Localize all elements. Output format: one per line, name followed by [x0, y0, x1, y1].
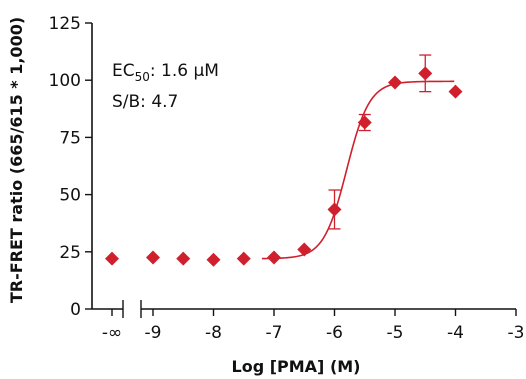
fit-curve-layer [261, 80, 455, 260]
x-tick-label: -5 [387, 323, 404, 343]
ec50-prefix: EC [112, 61, 135, 81]
x-tick-label: -3 [508, 323, 525, 343]
y-tick-label: 125 [49, 14, 81, 34]
data-point [267, 250, 281, 265]
y-tick-label: 50 [59, 186, 81, 206]
x-tick-label: -8 [205, 323, 222, 343]
data-point [146, 250, 160, 265]
data-point [206, 252, 221, 267]
data-point [236, 251, 251, 266]
data-point [327, 202, 342, 217]
ec50-annotation: EC50: 1.6 µM [112, 61, 219, 84]
data-points [105, 66, 463, 267]
x-axis-title: Log [PMA] (M) [232, 357, 361, 376]
x-tick-label: -∞ [102, 323, 122, 343]
data-point [418, 66, 433, 81]
y-axis-title: TR-FRET ratio (665/615 * 1,000) [7, 17, 26, 303]
ec50-value: : 1.6 µM [150, 61, 219, 81]
y-tick-label: 25 [59, 243, 81, 263]
data-point [357, 115, 372, 130]
x-tick-label: -4 [447, 323, 464, 343]
ec50-subscript: 50 [135, 70, 150, 84]
x-tick-label: -9 [145, 323, 162, 343]
x-tick-label: -7 [266, 323, 283, 343]
data-point [176, 251, 191, 266]
y-tick-label: 100 [49, 71, 81, 91]
sb-annotation: S/B: 4.7 [112, 92, 178, 112]
data-point [388, 75, 402, 90]
data-point [297, 242, 312, 257]
axes: 0 25 50 75 100 125 -∞ -9 -8 -7 -6 -5 -4 -3 [49, 14, 525, 343]
y-tick-label: 0 [70, 300, 81, 320]
data-point [105, 251, 119, 266]
fit-curve [261, 80, 455, 260]
y-tick-label: 75 [59, 128, 81, 148]
data-point [448, 84, 463, 99]
x-tick-label: -6 [326, 323, 343, 343]
